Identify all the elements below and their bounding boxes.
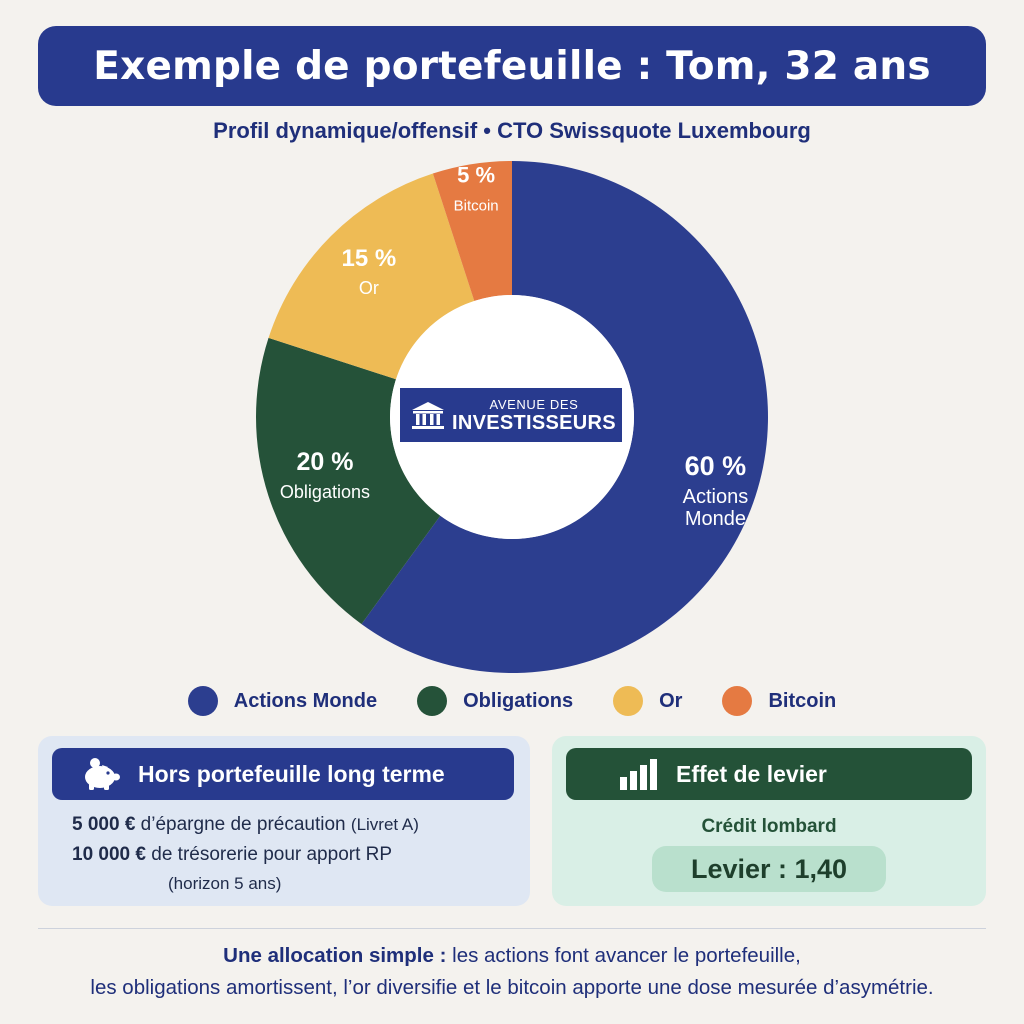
- card-leverage-header: Effet de levier: [566, 748, 972, 800]
- footer-line-2: les obligations amortissent, l’or divers…: [90, 976, 934, 999]
- slice-percent: 20 %: [296, 448, 353, 476]
- logo-line-2: INVESTISSEURS: [452, 411, 616, 434]
- savings-text: d’épargne de précaution: [135, 814, 351, 835]
- slice-name: Obligations: [280, 482, 370, 502]
- card-off-portfolio: Hors portefeuille long terme 5 000 € d’é…: [38, 736, 530, 906]
- treasury-amount: 10 000 €: [72, 844, 146, 865]
- slice-label-or: 15 % Or: [342, 245, 397, 298]
- footer-divider: [38, 928, 986, 929]
- donut-slice-obligations: [256, 337, 441, 625]
- legend-item-or: Or: [613, 686, 682, 716]
- page-title: Exemple de portefeuille : Tom, 32 ans: [93, 43, 931, 89]
- savings-line: 5 000 € d’épargne de précaution (Livret …: [72, 814, 419, 836]
- savings-amount: 5 000 €: [72, 814, 136, 835]
- logo-line-1: AVENUE DES: [489, 396, 579, 412]
- footer-bold: Une allocation simple :: [223, 944, 447, 967]
- slice-percent: 5 %: [457, 163, 495, 188]
- savings-note: (Livret A): [350, 815, 419, 834]
- slice-name: Monde: [685, 508, 746, 530]
- slice-label-obligations: 20 % Obligations: [280, 448, 370, 502]
- piggy-bank-icon: [80, 757, 120, 791]
- footer-line-1: Une allocation simple : les actions font…: [0, 940, 1024, 972]
- donut-slice-or: [268, 173, 475, 380]
- card-off-portfolio-title: Hors portefeuille long terme: [138, 760, 445, 787]
- brand-logo: AVENUE DES INVESTISSEURS: [400, 388, 622, 442]
- legend-swatch-or: [613, 686, 644, 716]
- footer-line-1-rest: les actions font avancer le portefeuille…: [446, 944, 801, 967]
- slice-label-bitcoin: 5 % Bitcoin: [454, 163, 499, 215]
- treasury-horizon: (horizon 5 ans): [168, 874, 282, 893]
- card-off-portfolio-body: 5 000 € d’épargne de précaution (Livret …: [72, 814, 419, 902]
- legend-item-bitcoin: Bitcoin: [722, 686, 836, 716]
- card-leverage-subtitle: Crédit lombard: [701, 816, 837, 837]
- slice-name: Bitcoin: [454, 198, 499, 215]
- card-leverage: Effet de levier Crédit lombard Levier : …: [552, 736, 986, 906]
- donut-chart-area: 60 % Actions Monde 20 % Obligations 15 % Or 5 %…: [256, 161, 769, 674]
- card-leverage-title: Effet de levier: [676, 760, 827, 787]
- legend-label-obligations: Obligations: [463, 689, 574, 712]
- bank-building-icon: [412, 402, 444, 429]
- slice-name: Or: [359, 278, 379, 298]
- bar-chart-icon: [618, 757, 658, 791]
- legend-swatch-bitcoin: [722, 686, 753, 716]
- footer-text: Une allocation simple : les actions font…: [0, 940, 1024, 1004]
- legend-item-obligations: Obligations: [417, 686, 573, 716]
- chart-legend: Actions Monde Obligations Or Bitcoin: [0, 684, 1024, 718]
- legend-swatch-obligations: [417, 686, 448, 716]
- legend-item-actions: Actions Monde: [187, 686, 378, 716]
- slice-name: Actions: [683, 486, 749, 508]
- treasury-line: 10 000 € de trésorerie pour apport RP: [72, 844, 419, 866]
- donut-slice-actions-monde: [361, 161, 769, 674]
- donut-slice-bitcoin: [432, 161, 512, 301]
- legend-swatch-actions: [187, 686, 218, 716]
- legend-label-or: Or: [659, 689, 683, 712]
- leverage-pill: Levier : 1,40: [652, 846, 886, 892]
- slice-percent: 60 %: [685, 451, 747, 481]
- page-subtitle: Profil dynamique/offensif • CTO Swissquo…: [213, 118, 811, 143]
- legend-label-bitcoin: Bitcoin: [768, 689, 837, 712]
- legend-label-actions: Actions Monde: [233, 689, 378, 712]
- title-banner: Exemple de portefeuille : Tom, 32 ans: [38, 26, 986, 106]
- card-off-portfolio-header: Hors portefeuille long terme: [52, 748, 514, 800]
- treasury-text: de trésorerie pour apport RP: [145, 844, 393, 865]
- slice-percent: 15 %: [342, 245, 397, 272]
